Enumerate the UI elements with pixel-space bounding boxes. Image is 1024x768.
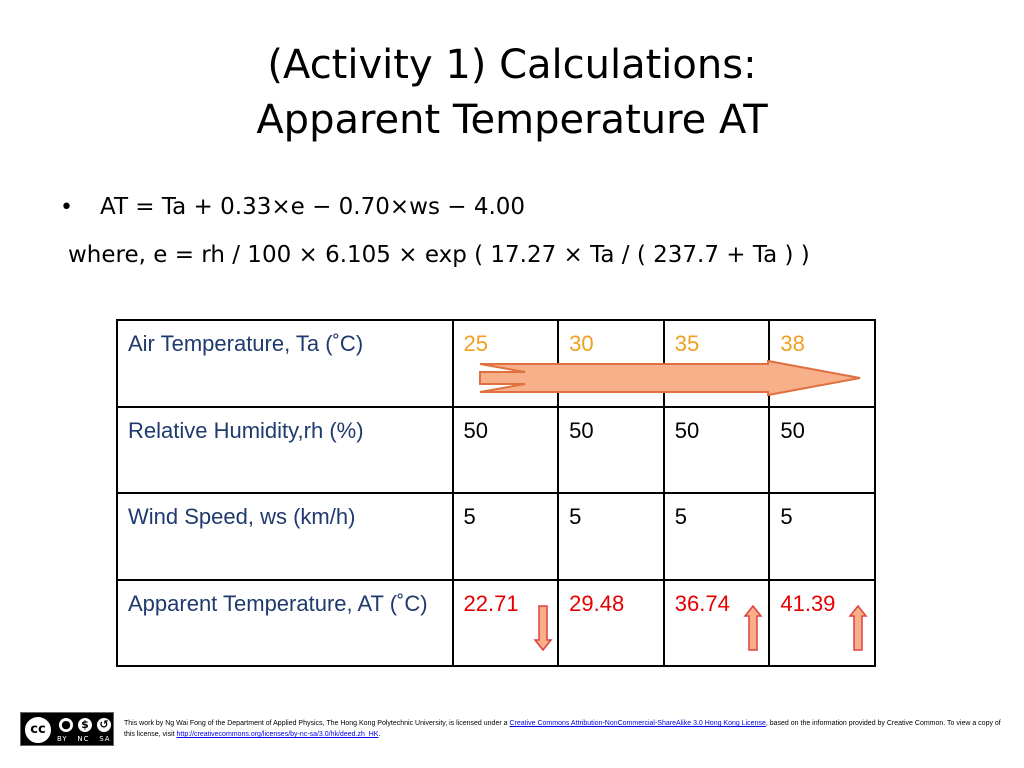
table-cell: 5 (768, 492, 876, 581)
where-text: where, e = rh / 100 × 6.105 × exp ( 17.2… (68, 242, 810, 268)
formula-text: AT = Ta + 0.33×e − 0.70×ws − 4.00 (100, 194, 526, 220)
table-cell: 38 (768, 319, 876, 408)
license-footer: cc ● $ ↺ BY NC SA This work by Ng Wai Fo… (20, 712, 1010, 752)
license-url-link[interactable]: http://creativecommons.org/licenses/by-n… (176, 731, 379, 738)
by-icon: ● (57, 716, 75, 734)
license-text: This work by Ng Wai Fong of the Departme… (124, 718, 1004, 740)
by-label: BY (57, 735, 68, 743)
table-cell: 36.74 (662, 578, 771, 667)
table-row: Wind Speed, ws (km/h) 5 5 5 5 (116, 492, 876, 581)
row-label: Apparent Temperature, AT (˚C) (116, 578, 454, 667)
cc-icon: cc (23, 715, 53, 745)
sa-label: SA (99, 735, 111, 743)
nc-label: NC (77, 735, 90, 743)
license-link[interactable]: Creative Commons Attribution-NonCommerci… (509, 720, 766, 727)
slide-title: (Activity 1) Calculations: Apparent Temp… (0, 38, 1024, 148)
formula-bullet: • AT = Ta + 0.33×e − 0.70×ws − 4.00 (60, 192, 525, 223)
table-cell: 5 (662, 492, 771, 581)
license-text-part-1: This work by Ng Wai Fong of the Departme… (124, 720, 510, 727)
table-cell: 30 (557, 319, 665, 408)
nc-icon: $ (76, 716, 94, 734)
license-text-part-3: . (378, 731, 381, 738)
table-cell: 50 (662, 405, 771, 494)
table-cell: 25 (451, 319, 560, 408)
table-row: Air Temperature, Ta (˚C) 25 30 35 38 (116, 319, 876, 408)
license-text-part-2: , based on the information provided by C… (124, 720, 1001, 738)
table-cell: 29.48 (557, 578, 665, 667)
row-label: Relative Humidity,rh (%) (116, 405, 454, 494)
sa-icon: ↺ (95, 716, 113, 734)
table-cell: 50 (451, 405, 560, 494)
table-cell: 5 (451, 492, 560, 581)
title-line-2: Apparent Temperature AT (256, 97, 768, 143)
table-cell: 50 (557, 405, 665, 494)
row-label: Air Temperature, Ta (˚C) (116, 319, 454, 408)
cc-license-badge[interactable]: cc ● $ ↺ BY NC SA (20, 712, 114, 746)
table-cell: 41.39 (768, 578, 876, 667)
table-row: Relative Humidity,rh (%) 50 50 50 50 (116, 405, 876, 494)
data-table: Air Temperature, Ta (˚C) 25 30 35 38 Relative… (116, 319, 876, 667)
cc-icon-labels: BY NC SA (57, 735, 111, 743)
table-row: Apparent Temperature, AT (˚C) 22.71 29.48 3… (116, 578, 876, 667)
table-cell: 50 (768, 405, 876, 494)
table-cell: 22.71 (451, 578, 560, 667)
row-label: Wind Speed, ws (km/h) (116, 492, 454, 581)
table-cell: 5 (557, 492, 665, 581)
table-cell: 35 (662, 319, 771, 408)
bullet-icon: • (60, 195, 73, 220)
title-line-1: (Activity 1) Calculations: (267, 42, 757, 88)
